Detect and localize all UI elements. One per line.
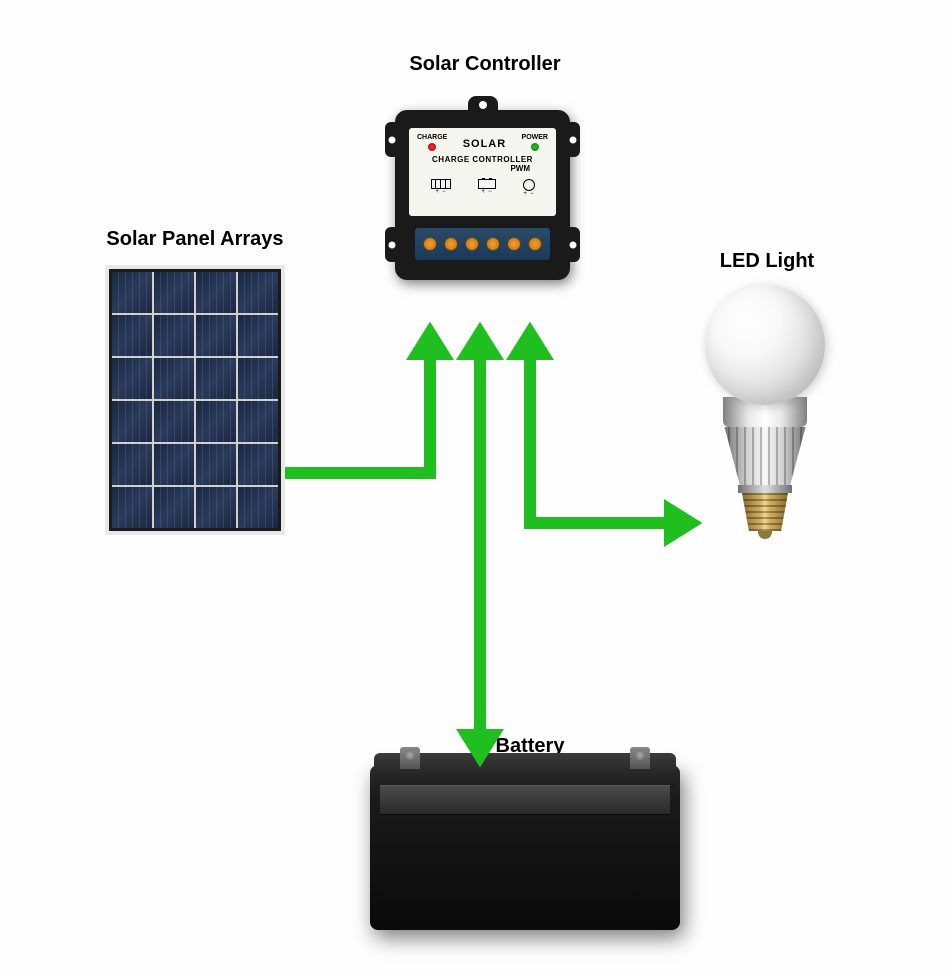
battery-icon: + − [478, 179, 496, 197]
panel-label: Solar Panel Arrays [85, 228, 305, 251]
led-label: LED Light [702, 250, 832, 273]
terminal-block [415, 228, 550, 260]
charge-led-icon [428, 143, 436, 151]
heatsink-icon [720, 427, 810, 485]
solar-panel [105, 265, 285, 535]
controller-face: CHARGE SOLAR POWER CHARGE CONTROLLER PWM… [409, 128, 556, 216]
power-label: POWER [522, 134, 548, 141]
load-icon: + − [523, 179, 535, 197]
solar-controller: CHARGE SOLAR POWER CHARGE CONTROLLER PWM… [395, 110, 570, 350]
hanger-icon [468, 96, 498, 116]
power-led-icon [531, 143, 539, 151]
panel-grid [112, 272, 278, 528]
controller-label: Solar Controller [380, 53, 590, 76]
bulb-glass-icon [705, 285, 825, 405]
battery-terminal-pos-icon [630, 747, 650, 769]
brand-label: SOLAR [463, 138, 507, 150]
battery [370, 765, 680, 955]
mode-label: PWM [417, 164, 530, 173]
led-light [700, 285, 830, 525]
panel-icon: + − [431, 179, 451, 197]
subtitle-label: CHARGE CONTROLLER [417, 155, 548, 164]
battery-terminal-neg-icon [400, 747, 420, 769]
screw-base-icon [742, 493, 788, 531]
charge-label: CHARGE [417, 134, 447, 141]
